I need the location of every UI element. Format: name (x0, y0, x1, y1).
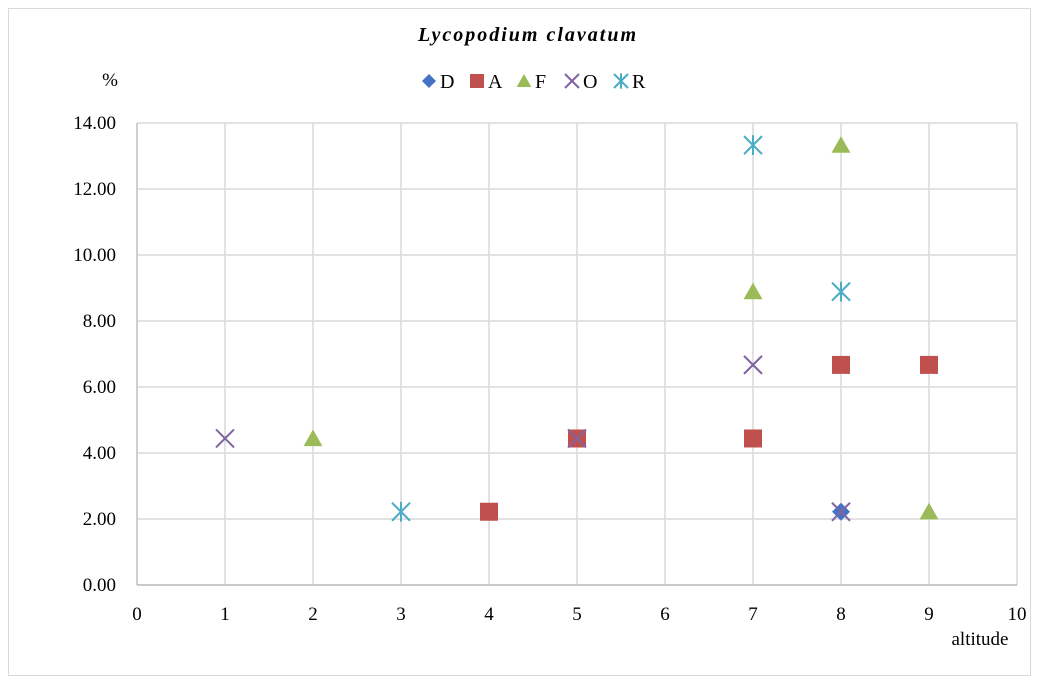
legend-marker-a (470, 74, 484, 88)
x-tick-label: 9 (924, 604, 934, 625)
point-f (919, 502, 939, 520)
y-tick-label: 8.00 (83, 311, 116, 332)
y-tick-labels: 0.00 2.00 4.00 6.00 8.00 10.00 12.00 14.00 (73, 113, 116, 596)
point-a (920, 355, 938, 374)
legend-label-a: A (488, 71, 503, 93)
point-r (831, 281, 851, 302)
legend-marker-d (422, 74, 436, 88)
x-axis-label: altitude (952, 629, 1009, 650)
y-tick-label: 14.00 (73, 113, 116, 134)
data-points (215, 135, 939, 522)
point-f (743, 282, 763, 300)
x-tick-label: 0 (132, 604, 142, 625)
legend-label-f: F (535, 71, 546, 93)
point-f (303, 429, 323, 447)
x-tick-label: 7 (748, 604, 758, 625)
y-tick-label: 0.00 (83, 575, 116, 596)
point-o (567, 428, 587, 449)
x-tick-label: 3 (396, 604, 406, 625)
point-o (743, 355, 763, 375)
legend-marker-f (516, 74, 532, 87)
point-o (215, 428, 235, 449)
point-r (391, 501, 411, 522)
point-r (743, 135, 763, 156)
chart-frame (8, 8, 1031, 676)
point-f (831, 136, 851, 153)
y-tick-label: 4.00 (83, 443, 116, 464)
x-tick-label: 5 (572, 604, 582, 625)
legend-label-r: R (632, 71, 646, 93)
y-tick-label: 2.00 (83, 509, 116, 530)
y-tick-label: 12.00 (73, 179, 116, 200)
x-tick-label: 4 (484, 604, 494, 625)
gridlines (136, 122, 1018, 586)
legend-marker-o (564, 73, 580, 89)
x-tick-labels: 0 1 2 3 4 5 6 7 8 9 10 (132, 604, 1026, 625)
x-tick-label: 8 (836, 604, 846, 625)
y-tick-label: 6.00 (83, 377, 116, 398)
x-tick-label: 10 (1008, 604, 1027, 625)
chart-title: Lycopodium clavatum (417, 24, 638, 46)
x-tick-label: 1 (220, 604, 230, 625)
point-o (831, 502, 851, 522)
legend-label-d: D (440, 71, 454, 93)
point-a (744, 429, 762, 448)
y-tick-label: 10.00 (73, 245, 116, 266)
point-a (480, 502, 498, 521)
y-axis-label: % (102, 70, 118, 91)
legend-label-o: O (583, 71, 597, 93)
point-a (832, 355, 850, 374)
x-tick-label: 2 (308, 604, 318, 625)
legend-marker-r (613, 73, 629, 89)
x-tick-label: 6 (660, 604, 670, 625)
